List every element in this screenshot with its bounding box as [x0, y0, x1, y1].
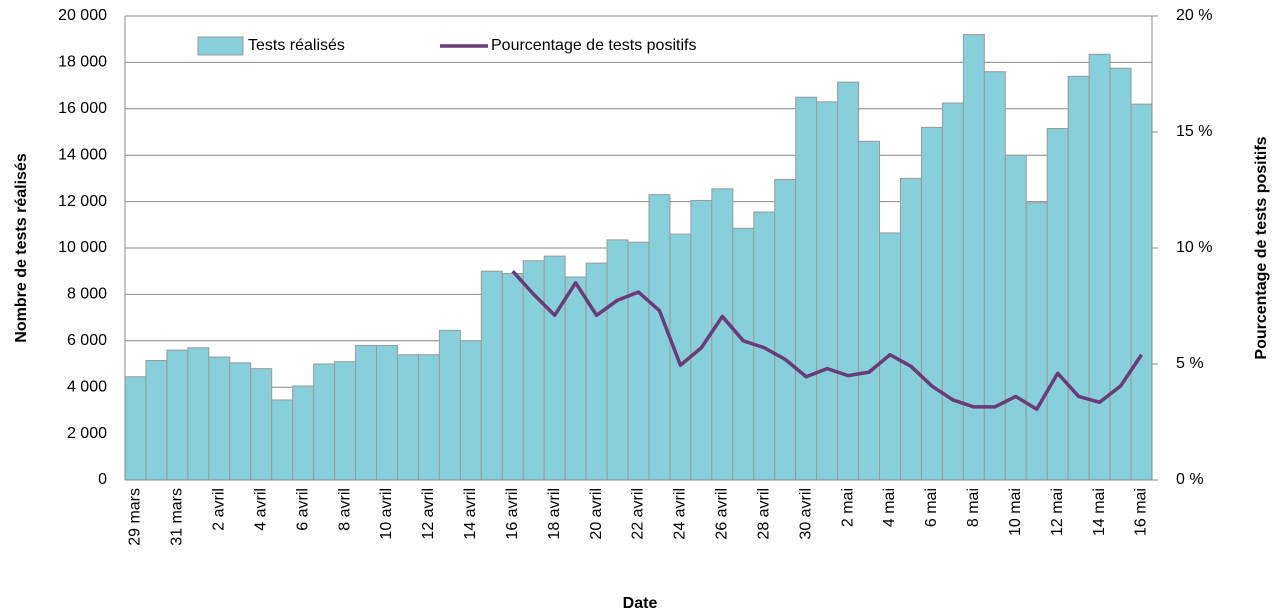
- bar: [396, 354, 419, 481]
- y-tick-label: 8 000: [67, 286, 107, 303]
- x-tick-label: 10 avril: [378, 488, 395, 540]
- bar: [501, 273, 524, 481]
- x-tick-label: 18 avril: [546, 488, 563, 540]
- bar: [920, 126, 943, 481]
- x-tick-label: 29 mars: [127, 488, 144, 546]
- x-tick-label: 14 avril: [462, 488, 479, 540]
- x-tick-label: 6 avril: [294, 488, 311, 531]
- y2-axis-title: Pourcentage de tests positifs: [1253, 136, 1270, 359]
- x-tick-label: 26 avril: [714, 488, 731, 540]
- x-tick-label: 14 mai: [1091, 488, 1108, 536]
- legend-label: Tests réalisés: [248, 37, 345, 54]
- bar: [480, 270, 503, 481]
- bar: [1109, 67, 1132, 481]
- y-tick-label: 0: [98, 471, 107, 488]
- x-tick-label: 16 mai: [1133, 488, 1150, 536]
- x-tick-label: 16 avril: [504, 488, 521, 540]
- x-tick-label: 6 mai: [923, 488, 940, 527]
- bar: [1004, 154, 1027, 481]
- x-tick-label: 22 avril: [630, 488, 647, 540]
- legend-swatch: [197, 36, 244, 56]
- x-tick-label: 8 avril: [336, 488, 353, 531]
- bar: [124, 376, 147, 481]
- bar: [334, 361, 357, 481]
- x-tick-label: 4 avril: [252, 488, 269, 531]
- bar: [145, 360, 168, 481]
- bar: [271, 399, 294, 481]
- bar: [585, 262, 608, 481]
- x-tick-label: 30 avril: [797, 488, 814, 540]
- bar: [250, 368, 273, 481]
- x-tick-label: 31 mars: [169, 488, 186, 546]
- bar: [459, 340, 482, 481]
- bar: [690, 199, 713, 481]
- x-tick-label: 12 avril: [420, 488, 437, 540]
- y2-tick-label: 5 %: [1176, 355, 1204, 372]
- bar: [1046, 128, 1069, 481]
- bar: [606, 239, 629, 481]
- x-tick-label: 20 avril: [588, 488, 605, 540]
- bar: [795, 96, 818, 481]
- bar: [438, 329, 461, 481]
- x-tick-label: 2 avril: [211, 488, 228, 531]
- bar: [941, 102, 964, 481]
- bar: [648, 194, 671, 481]
- y2-tick-label: 15 %: [1176, 123, 1212, 140]
- bar: [166, 349, 189, 481]
- bar: [229, 362, 252, 481]
- y-tick-label: 14 000: [58, 146, 107, 163]
- bar: [983, 71, 1006, 481]
- y-tick-label: 16 000: [58, 100, 107, 117]
- bar: [816, 101, 839, 481]
- y-tick-label: 20 000: [58, 7, 107, 24]
- bar: [417, 354, 440, 481]
- x-tick-label: 4 mai: [881, 488, 898, 527]
- y2-tick-label: 0 %: [1176, 471, 1204, 488]
- y-tick-label: 2 000: [67, 425, 107, 442]
- y-axis-title: Nombre de tests réalisés: [13, 153, 30, 343]
- y-tick-label: 4 000: [67, 378, 107, 395]
- bar: [313, 363, 336, 481]
- bar: [962, 34, 985, 481]
- x-tick-label: 12 mai: [1049, 488, 1066, 536]
- x-tick-label: 28 avril: [755, 488, 772, 540]
- y-tick-label: 12 000: [58, 193, 107, 210]
- x-tick-label: 10 mai: [1007, 488, 1024, 536]
- bar: [1088, 53, 1111, 481]
- bar: [711, 188, 734, 481]
- y2-tick-label: 20 %: [1176, 7, 1212, 24]
- line: [511, 270, 1143, 411]
- bar: [355, 344, 378, 481]
- x-tick-label: 24 avril: [672, 488, 689, 540]
- bar: [543, 255, 566, 481]
- bar: [292, 385, 315, 481]
- y-tick-label: 18 000: [58, 54, 107, 71]
- bar: [564, 276, 587, 481]
- bar: [774, 179, 797, 481]
- bar: [1067, 75, 1090, 481]
- bar: [1130, 103, 1153, 481]
- bar: [858, 140, 881, 481]
- legend-label: Pourcentage de tests positifs: [491, 37, 696, 54]
- bar: [627, 241, 650, 481]
- x-tick-label: 8 mai: [965, 488, 982, 527]
- bar: [208, 356, 231, 481]
- bar: [187, 347, 210, 481]
- bar: [899, 177, 922, 481]
- bar: [837, 81, 860, 481]
- y-tick-label: 10 000: [58, 239, 107, 256]
- bar: [1025, 202, 1048, 481]
- bar: [732, 227, 755, 481]
- x-tick-label: 2 mai: [839, 488, 856, 527]
- x-axis-title: Date: [623, 595, 658, 612]
- bar: [376, 344, 398, 481]
- y2-tick-label: 10 %: [1176, 239, 1212, 256]
- y-tick-label: 6 000: [67, 332, 107, 349]
